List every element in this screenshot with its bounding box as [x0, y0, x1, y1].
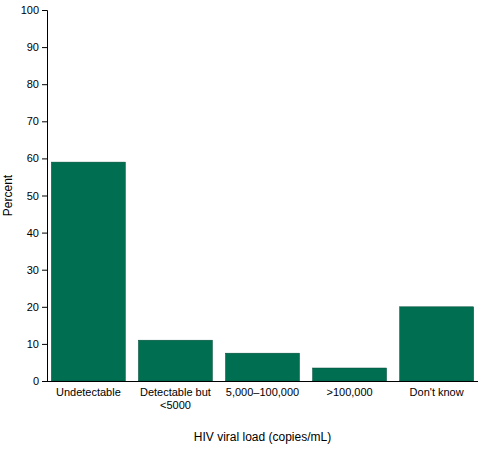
y-tick: 30	[27, 264, 47, 276]
y-tick-label: 100	[21, 4, 39, 16]
y-tick-label: 20	[27, 301, 39, 313]
y-tick-mark	[42, 121, 47, 122]
x-tick-label-line: Detectable but	[140, 386, 211, 398]
y-tick-label: 60	[27, 152, 39, 164]
x-tick-label: >100,000	[326, 386, 372, 398]
y-axis-title: Percent	[1, 174, 15, 216]
y-tick-label: 40	[27, 227, 39, 239]
y-tick: 70	[27, 115, 47, 127]
y-tick-mark	[42, 307, 47, 308]
x-tick-label-line: <5000	[160, 399, 191, 411]
y-tick-mark	[42, 158, 47, 159]
y-tick: 80	[27, 78, 47, 90]
y-tick-mark	[42, 233, 47, 234]
bars	[51, 162, 473, 381]
y-axis-line	[42, 11, 48, 382]
x-tick-label: Don't know	[410, 386, 464, 398]
bar	[225, 353, 299, 381]
y-tick: 90	[27, 41, 47, 53]
y-tick-mark	[42, 84, 47, 85]
y-axis: 0 10 20 30 40 50 60 70 80 90 100	[21, 4, 48, 387]
y-tick: 10	[27, 338, 47, 350]
bar	[138, 340, 212, 381]
x-axis: Undetectable Detectable but<5000 5,000–100…	[47, 381, 478, 411]
y-tick-label: 50	[27, 190, 39, 202]
plot: 0 10 20 30 40 50 60 70 80 90 100 Undetectable Detect…	[21, 4, 478, 411]
chart: 0 10 20 30 40 50 60 70 80 90 100 Undetectable Detect…	[0, 0, 489, 451]
y-tick-label: 30	[27, 264, 39, 276]
x-tick-label: Undetectable	[56, 386, 121, 398]
y-tick-mark	[42, 381, 47, 382]
y-tick-mark	[42, 47, 47, 48]
x-axis-title: HIV viral load (copies/mL)	[194, 430, 331, 444]
y-tick: 50	[27, 190, 47, 202]
y-tick-mark	[42, 344, 47, 345]
y-tick-label: 0	[33, 375, 39, 387]
x-tick: >100,000	[326, 381, 372, 398]
bar	[51, 162, 125, 381]
y-tick-label: 10	[27, 338, 39, 350]
y-tick: 100	[21, 4, 47, 16]
y-tick-label: 70	[27, 115, 39, 127]
x-tick: 5,000–100,000	[226, 381, 299, 398]
y-tick-mark	[42, 196, 47, 197]
y-tick: 0	[33, 375, 47, 387]
y-tick: 60	[27, 152, 47, 164]
x-tick: Detectable but<5000	[140, 381, 211, 411]
y-tick-mark	[42, 270, 47, 271]
y-tick-label: 90	[27, 41, 39, 53]
bar	[400, 307, 474, 381]
bar	[313, 368, 387, 381]
y-tick: 20	[27, 301, 47, 313]
y-tick-label: 80	[27, 78, 39, 90]
y-tick-mark	[42, 10, 47, 11]
x-tick: Don't know	[410, 381, 464, 398]
y-tick: 40	[27, 227, 47, 239]
x-axis-line	[47, 381, 478, 382]
x-tick: Undetectable	[56, 381, 121, 398]
x-tick-label: Detectable but<5000	[140, 386, 211, 411]
x-tick-label: 5,000–100,000	[226, 386, 299, 398]
